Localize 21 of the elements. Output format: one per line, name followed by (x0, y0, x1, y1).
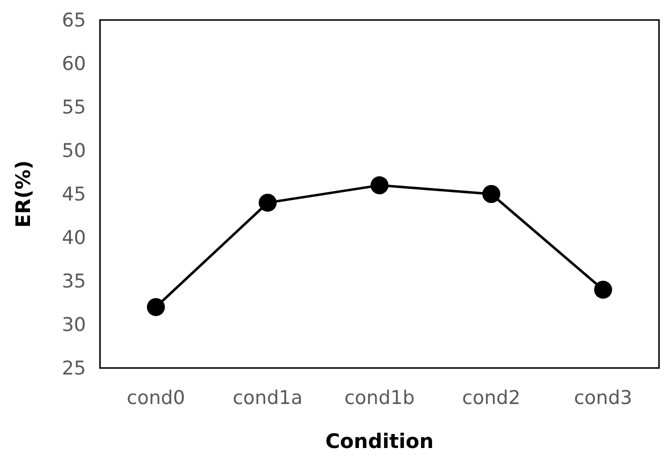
y-tick-label: 65 (62, 10, 86, 32)
x-tick-label: cond1a (232, 387, 303, 409)
y-tick-label: 55 (62, 96, 86, 119)
y-tick-label: 25 (62, 358, 86, 380)
x-tick-label: cond2 (462, 387, 520, 409)
y-axis-title: ER(%) (11, 160, 35, 228)
point (146, 298, 165, 316)
point (482, 185, 500, 203)
x-tick-label: cond1b (344, 387, 415, 409)
x-tick-label: cond3 (574, 387, 632, 409)
point (594, 280, 612, 299)
y-tick-label: 35 (62, 270, 86, 293)
point (370, 176, 388, 194)
y-tick-label: 30 (62, 314, 86, 336)
y-tick-label: 50 (62, 140, 86, 162)
y-tick-label: 60 (62, 53, 86, 76)
x-tick-label: cond0 (126, 387, 186, 409)
y-tick-label: 40 (62, 227, 86, 250)
x-axis-title: Condition (325, 429, 434, 453)
point (258, 194, 277, 212)
y-tick-label: 45 (62, 184, 86, 206)
